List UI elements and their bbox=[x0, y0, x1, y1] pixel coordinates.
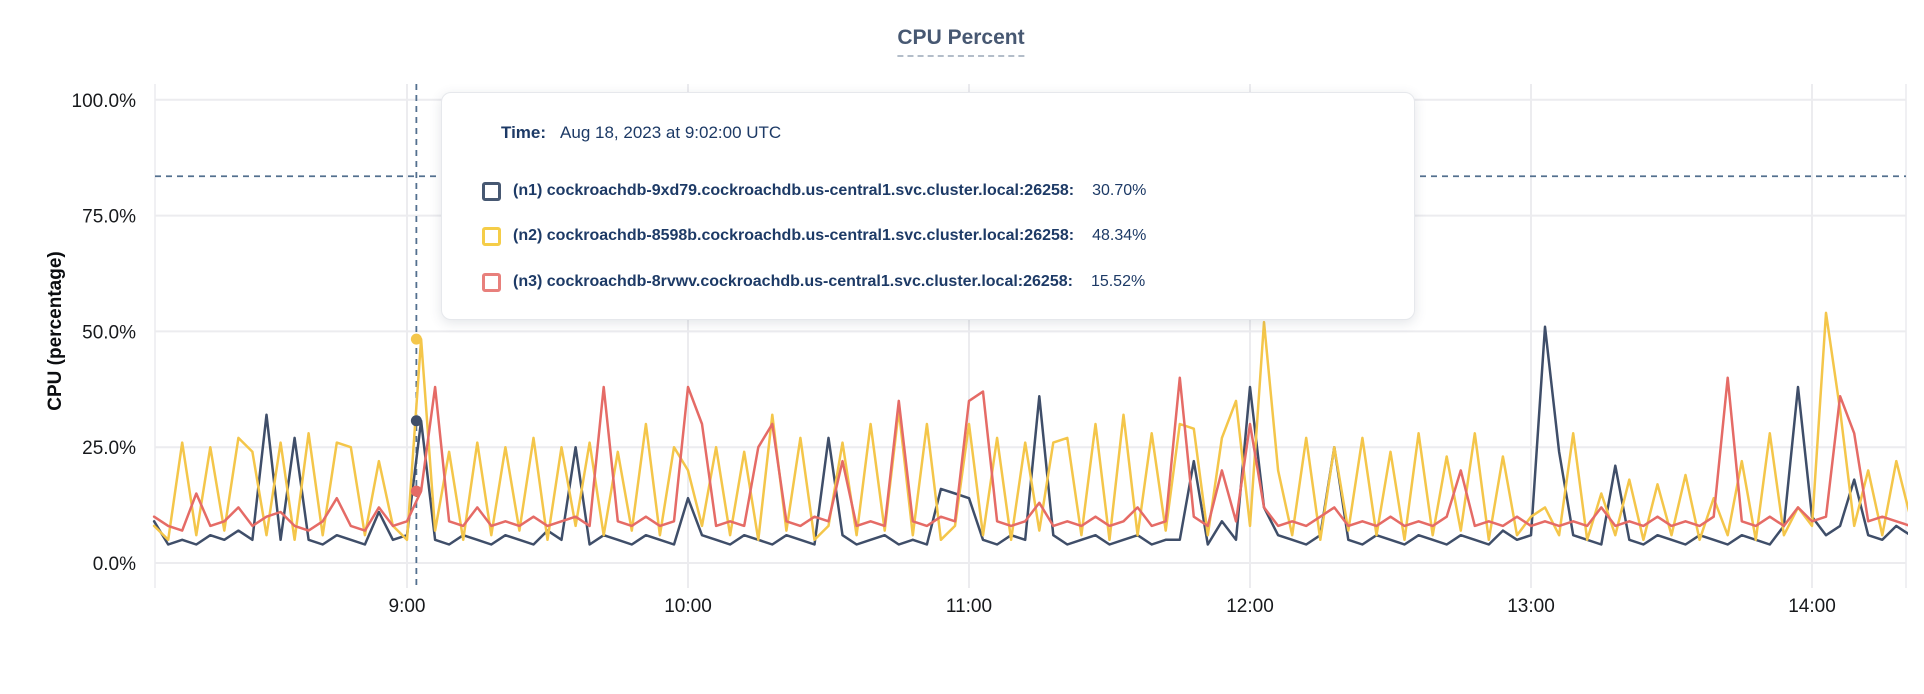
tooltip-series-label: (n3) cockroachdb-8rvwv.cockroachdb.us-ce… bbox=[513, 273, 1073, 290]
tooltip-series-label: (n2) cockroachdb-8598b.cockroachdb.us-ce… bbox=[513, 227, 1075, 244]
series-n2-swatch-icon bbox=[482, 226, 501, 246]
hover-dot-n1 bbox=[410, 415, 422, 427]
series-layer bbox=[152, 311, 1908, 546]
y-tick-label: 25.0% bbox=[82, 438, 136, 459]
y-tick-label: 50.0% bbox=[82, 322, 136, 343]
y-tick-label: 75.0% bbox=[82, 207, 136, 228]
y-tick-label: 0.0% bbox=[93, 554, 136, 575]
y-axis-title: CPU (percentage) bbox=[45, 251, 66, 411]
tooltip-series-row-n2: (n2) cockroachdb-8598b.cockroachdb.us-ce… bbox=[482, 225, 1146, 247]
tooltip-time-value: Aug 18, 2023 at 9:02:00 UTC bbox=[560, 123, 782, 142]
tooltip-series-value: 30.70% bbox=[1092, 182, 1147, 199]
tooltip-series-value: 48.34% bbox=[1092, 227, 1147, 244]
series-line-n1 bbox=[152, 325, 1908, 546]
tooltip-series-label: (n1) cockroachdb-9xd79.cockroachdb.us-ce… bbox=[513, 182, 1075, 199]
series-n1-swatch-icon bbox=[482, 181, 501, 201]
tooltip-time-label: Time: bbox=[501, 123, 547, 142]
x-tick-label: 10:00 bbox=[664, 596, 712, 617]
hover-dot-n3 bbox=[410, 485, 422, 497]
x-tick-label: 12:00 bbox=[1226, 596, 1274, 617]
chart-title: CPU Percent bbox=[897, 26, 1025, 57]
x-tick-label: 11:00 bbox=[946, 596, 992, 617]
y-tick-label: 100.0% bbox=[72, 91, 137, 112]
tooltip-series-row-n3: (n3) cockroachdb-8rvwv.cockroachdb.us-ce… bbox=[482, 271, 1145, 293]
x-tick-label: 14:00 bbox=[1788, 596, 1836, 617]
tooltip-series-value: 15.52% bbox=[1090, 273, 1146, 290]
series-line-n2 bbox=[152, 311, 1908, 542]
series-line-n3 bbox=[152, 376, 1908, 532]
chart-tooltip: Time: Aug 18, 2023 at 9:02:00 UTC (n1) co… bbox=[441, 92, 1415, 320]
hover-dot-n2 bbox=[410, 333, 422, 345]
series-n3-swatch-icon bbox=[482, 272, 501, 292]
tooltip-time-row: Time: Aug 18, 2023 at 9:02:00 UTC bbox=[501, 123, 781, 143]
x-tick-label: 9:00 bbox=[389, 596, 426, 617]
tooltip-series-row-n1: (n1) cockroachdb-9xd79.cockroachdb.us-ce… bbox=[482, 180, 1146, 202]
x-tick-label: 13:00 bbox=[1507, 596, 1555, 617]
